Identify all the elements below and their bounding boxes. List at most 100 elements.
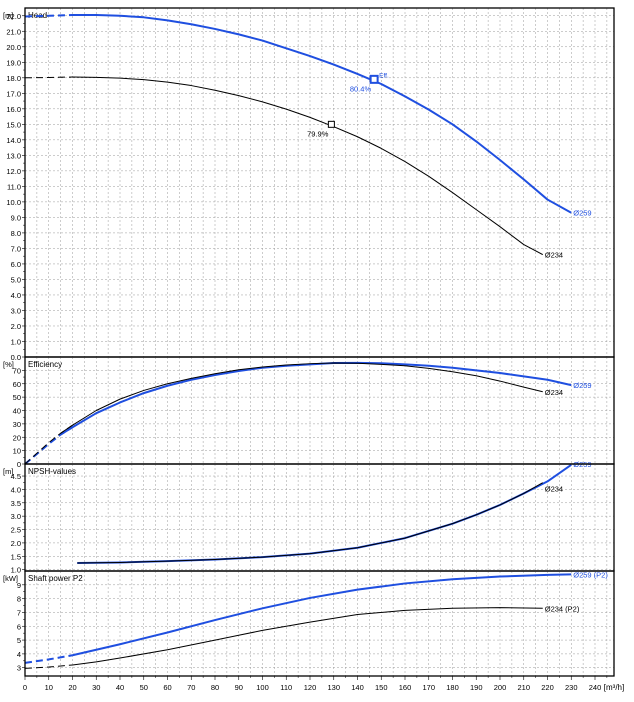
series-end-label: Ø234 xyxy=(545,485,563,494)
y-tick-label: 8.0 xyxy=(11,229,21,238)
series-dashed-start xyxy=(24,76,73,79)
x-tick-label: 120 xyxy=(304,683,317,692)
y-tick-label: 2.0 xyxy=(11,539,21,548)
x-tick-label: 40 xyxy=(116,683,124,692)
series-dashed-start xyxy=(24,664,73,669)
y-tick-label: 9.0 xyxy=(11,213,21,222)
series-end-label: Ø259 xyxy=(573,381,591,390)
series-curve xyxy=(24,361,572,465)
y-tick-label: 2.5 xyxy=(11,526,21,535)
series-line xyxy=(77,482,543,564)
y-tick-label: 60 xyxy=(13,380,21,389)
series-end-label: Ø259 (P2) xyxy=(573,570,608,579)
y-tick-label: 20 xyxy=(13,433,21,442)
y-tick-label: 5 xyxy=(17,636,21,645)
y-tick-label: 2.0 xyxy=(11,322,21,331)
y-tick-label: 3.0 xyxy=(11,512,21,521)
y-tick-label: 14.0 xyxy=(6,136,21,145)
series-curve xyxy=(24,362,543,465)
y-tick-label: 20.0 xyxy=(6,43,21,52)
y-axis-unit: [kW] xyxy=(3,574,18,583)
y-tick-label: 17.0 xyxy=(6,89,21,98)
y-axis-unit: [%] xyxy=(3,360,14,369)
x-axis: [m³/h] 0 10 20 30 40 50 60 70 80 90 100 110 120 130 14… xyxy=(23,676,624,692)
y-tick-label: 0.0 xyxy=(11,353,21,362)
y-axis-unit: [m] xyxy=(3,11,13,20)
y-tick-label: 12.0 xyxy=(6,167,21,176)
duty-point-tag: Eff. xyxy=(379,72,389,79)
x-tick-label: 0 xyxy=(23,683,27,692)
x-tick-label: 190 xyxy=(470,683,483,692)
x-tick-label: 230 xyxy=(565,683,578,692)
y-tick-label: 8 xyxy=(17,595,21,604)
x-axis-unit: [m³/h] xyxy=(604,683,624,692)
y-tick-label: 40 xyxy=(13,407,21,416)
y-tick-label: 9 xyxy=(17,581,21,590)
series-line xyxy=(72,13,572,214)
y-tick-label: 4.5 xyxy=(11,472,21,481)
series-curve xyxy=(77,482,543,564)
y-tick-label: 21.0 xyxy=(6,27,21,36)
series-line xyxy=(77,463,572,564)
x-tick-label: 20 xyxy=(68,683,76,692)
x-tick-label: 150 xyxy=(375,683,388,692)
x-tick-label: 180 xyxy=(446,683,459,692)
y-tick-label: 10 xyxy=(13,447,21,456)
series-line xyxy=(60,362,543,434)
series-line xyxy=(72,607,543,666)
series-curve xyxy=(24,76,543,256)
panel-title: Shaft power P2 xyxy=(28,574,83,583)
series-end-label: Ø259 xyxy=(573,209,591,218)
y-tick-label: 22.0 xyxy=(6,12,21,21)
x-tick-label: 50 xyxy=(140,683,148,692)
y-tick-label: 50 xyxy=(13,393,21,402)
efficiency-label: 79.9% xyxy=(307,129,329,138)
y-tick-label: 0 xyxy=(17,460,21,469)
x-tick-label: 160 xyxy=(399,683,412,692)
y-tick-label: 18.0 xyxy=(6,74,21,83)
y-tick-label: 6 xyxy=(17,622,21,631)
y-tick-label: 3.5 xyxy=(11,499,21,508)
y-tick-label: 70 xyxy=(13,366,21,375)
x-tick-label: 60 xyxy=(163,683,171,692)
x-tick-label: 110 xyxy=(280,683,292,692)
x-tick-label: 200 xyxy=(494,683,507,692)
y-tick-label: 1.0 xyxy=(11,566,21,575)
y-tick-label: 4.0 xyxy=(11,485,21,494)
y-tick-label: 5.0 xyxy=(11,275,21,284)
y-tick-label: 11.0 xyxy=(7,182,21,191)
y-tick-label: 7 xyxy=(17,608,21,617)
duty-point-marker xyxy=(327,120,335,128)
series-curve xyxy=(24,607,543,669)
x-tick-label: 90 xyxy=(235,683,243,692)
y-tick-label: 15.0 xyxy=(6,120,21,129)
y-tick-label: 4 xyxy=(17,650,21,659)
series-curve xyxy=(24,573,572,664)
y-tick-label: 3 xyxy=(17,664,21,673)
panel-frame xyxy=(24,463,615,572)
y-tick-label: 1.0 xyxy=(11,337,21,346)
y-tick-label: 4.0 xyxy=(11,291,21,300)
panel-title: Efficiency xyxy=(28,360,62,369)
series-curve xyxy=(77,463,572,564)
x-tick-label: 220 xyxy=(541,683,554,692)
x-tick-label: 240 xyxy=(589,683,602,692)
x-tick-label: 30 xyxy=(92,683,100,692)
y-tick-label: 19.0 xyxy=(6,58,21,67)
y-tick-label: 1.5 xyxy=(11,552,21,561)
x-tick-label: 10 xyxy=(45,683,53,692)
series-dashed-start xyxy=(24,13,73,18)
y-tick-label: 3.0 xyxy=(11,306,21,315)
y-tick-label: 10.0 xyxy=(6,198,21,207)
series-end-label: Ø234 (P2) xyxy=(545,604,580,613)
panel-1: 0 10 20 30 40 50 60 70[%] Efficiency Ø259 Ø234 xyxy=(3,356,615,469)
x-tick-label: 140 xyxy=(351,683,364,692)
y-tick-label: 16.0 xyxy=(6,105,21,114)
series-line xyxy=(60,361,572,436)
panel-3: 3 4 5 6 7 8 9[kW] Shaft power P2 Ø259 (P2) Ø234 (… xyxy=(3,570,615,677)
x-tick-label: 130 xyxy=(327,683,340,692)
y-tick-label: 13.0 xyxy=(6,151,21,160)
y-axis-unit: [m] xyxy=(3,467,13,476)
x-tick-label: 170 xyxy=(422,683,435,692)
